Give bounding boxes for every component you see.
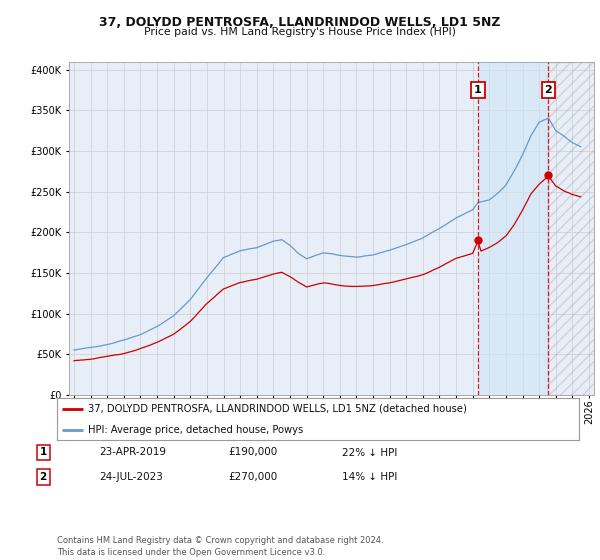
Text: 2: 2: [40, 472, 47, 482]
Text: HPI: Average price, detached house, Powys: HPI: Average price, detached house, Powy…: [88, 426, 304, 435]
Text: 14% ↓ HPI: 14% ↓ HPI: [342, 472, 397, 482]
Text: Price paid vs. HM Land Registry's House Price Index (HPI): Price paid vs. HM Land Registry's House …: [144, 27, 456, 37]
Text: 37, DOLYDD PENTROSFA, LLANDRINDOD WELLS, LD1 5NZ: 37, DOLYDD PENTROSFA, LLANDRINDOD WELLS,…: [99, 16, 501, 29]
Text: £270,000: £270,000: [228, 472, 277, 482]
Text: 2: 2: [545, 85, 553, 95]
Text: 37, DOLYDD PENTROSFA, LLANDRINDOD WELLS, LD1 5NZ (detached house): 37, DOLYDD PENTROSFA, LLANDRINDOD WELLS,…: [88, 404, 467, 414]
Text: 23-APR-2019: 23-APR-2019: [99, 447, 166, 458]
Text: 1: 1: [474, 85, 482, 95]
Text: Contains HM Land Registry data © Crown copyright and database right 2024.
This d: Contains HM Land Registry data © Crown c…: [57, 536, 383, 557]
Bar: [548, 62, 598, 395]
Text: 22% ↓ HPI: 22% ↓ HPI: [342, 447, 397, 458]
Bar: [478, 62, 548, 395]
Text: 24-JUL-2023: 24-JUL-2023: [99, 472, 163, 482]
Text: 1: 1: [40, 447, 47, 458]
Text: £190,000: £190,000: [228, 447, 277, 458]
